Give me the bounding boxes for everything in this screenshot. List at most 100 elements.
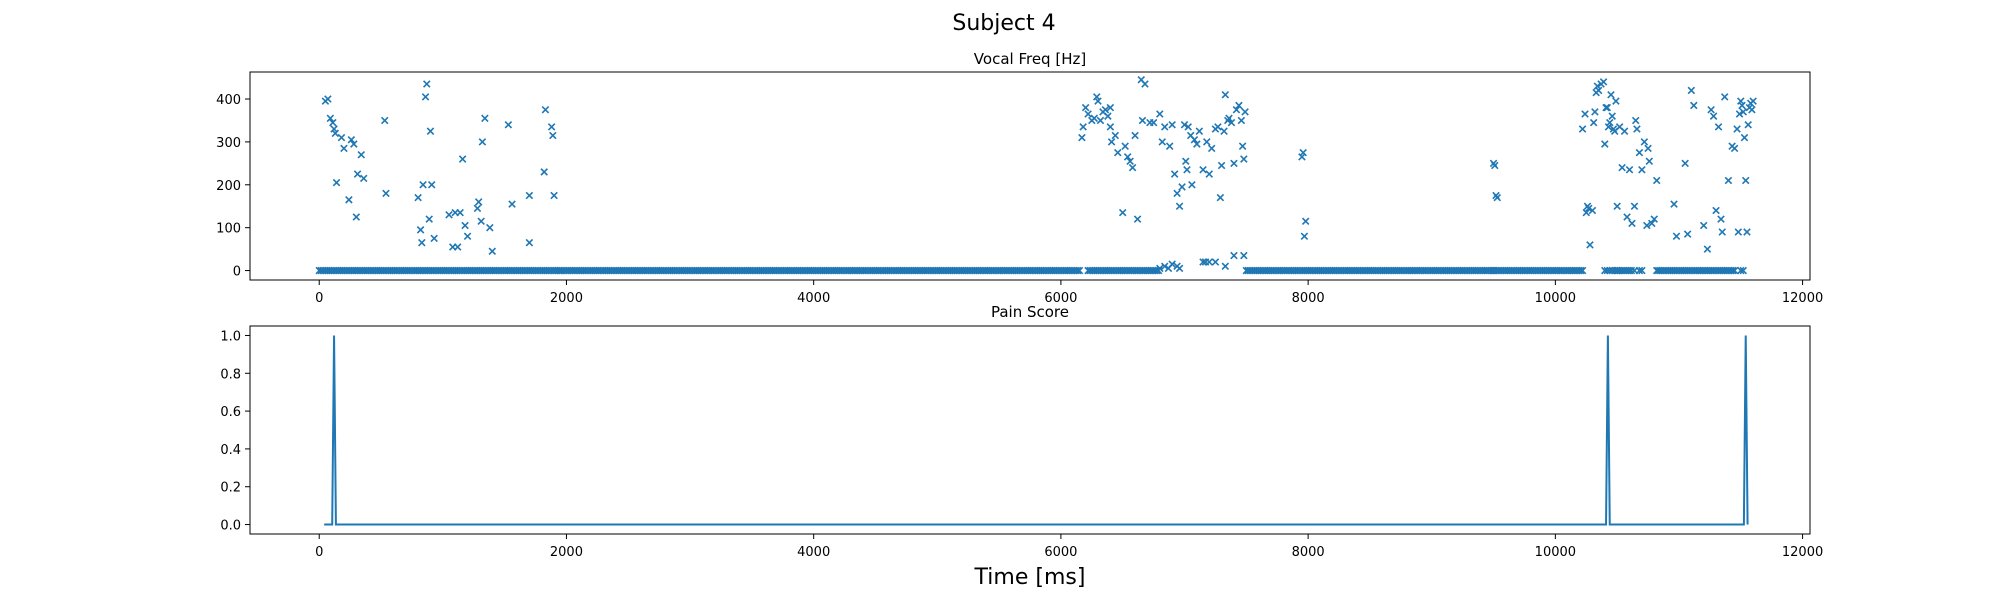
x-tick-label: 6000 (1044, 291, 1077, 306)
scatter-point (1645, 157, 1654, 165)
scatter-point (1648, 219, 1656, 228)
scatter-point (345, 196, 353, 204)
scatter-point (463, 232, 472, 241)
scatter-point (1175, 264, 1184, 273)
scatter-point (1221, 262, 1230, 271)
scatter-point (508, 200, 516, 208)
y-tick-label: 300 (216, 136, 241, 151)
scatter-point (1152, 266, 1161, 275)
scatter-point (1734, 228, 1743, 236)
scatter-point (380, 116, 389, 125)
scatter-point (1709, 112, 1718, 120)
x-tick-label: 0 (315, 291, 323, 306)
scatter-point (353, 170, 362, 178)
scatter-point (1582, 208, 1591, 217)
scatter-point (352, 213, 361, 221)
scatter-point (330, 125, 338, 133)
scatter-point (488, 247, 497, 256)
scatter-point (1631, 116, 1640, 125)
scatter-point (1730, 266, 1739, 275)
vocal-freq-panel: Vocal Freq [Hz]0 2000 4000 6000 8000 10000 120… (216, 50, 1823, 306)
scatter-point (1156, 110, 1164, 118)
scatter-point (1170, 170, 1179, 178)
scatter-point (1707, 105, 1715, 114)
scatter-point (430, 234, 438, 243)
scatter-point (1241, 108, 1249, 116)
scatter-point (1195, 127, 1204, 135)
scatter-point (1123, 153, 1132, 161)
scatter-point (1121, 142, 1129, 150)
scatter-point (337, 133, 346, 142)
scatter-point (1618, 163, 1626, 172)
scatter-point (1096, 116, 1105, 125)
scatter-point (1190, 135, 1199, 144)
scatter-point (1154, 266, 1163, 275)
scatter-point (1205, 258, 1214, 266)
scatter-point (1078, 133, 1086, 142)
scatter-point (474, 198, 483, 206)
scatter-point (1199, 166, 1207, 174)
scatter-point (1235, 101, 1243, 110)
scatter-point (1672, 232, 1681, 241)
scatter-point (1301, 217, 1310, 226)
scatter-point (547, 123, 556, 131)
scatter-point (1188, 181, 1196, 189)
scatter-point (1578, 266, 1587, 275)
scatter-point (1599, 78, 1608, 86)
x-tick-label: 2000 (550, 545, 583, 560)
scatter-point (1687, 86, 1696, 95)
x-tick-label: 12000 (1782, 291, 1823, 306)
scatter-point (324, 95, 332, 103)
scatter-point (331, 129, 340, 138)
panel-title: Vocal Freq [Hz] (974, 50, 1086, 68)
x-tick-label: 6000 (1044, 545, 1077, 560)
scatter-point (1712, 206, 1720, 215)
scatter-point (1627, 266, 1636, 275)
scatter-point (1730, 144, 1739, 153)
scatter-point (525, 191, 534, 200)
scatter-point (1602, 103, 1610, 112)
scatter-point (414, 193, 422, 202)
scatter-point (1720, 93, 1729, 101)
scatter-point (1106, 123, 1115, 131)
scatter-point (1160, 262, 1169, 271)
scatter-point (1225, 114, 1233, 123)
scatter-point (1114, 148, 1122, 157)
scatter-point (1106, 103, 1115, 112)
scatter-point (1211, 258, 1220, 266)
scatter-point (1092, 93, 1101, 101)
scatter-point (1491, 161, 1499, 170)
scatter-point (1227, 118, 1236, 127)
y-tick-label: 0.6 (220, 405, 241, 420)
scatter-point (1128, 163, 1137, 172)
scatter-point (1607, 90, 1615, 99)
scatter-point (1728, 266, 1737, 275)
scatter-point (1126, 157, 1134, 165)
series-0 (315, 75, 1757, 275)
scatter-point (1630, 202, 1639, 211)
scatter-point (1079, 123, 1087, 131)
scatter-point (357, 151, 366, 159)
scatter-point (1643, 221, 1651, 230)
scatter-point (1578, 125, 1587, 133)
scatter-point (540, 168, 548, 176)
scatter-point (1589, 118, 1598, 127)
x-tick-label: 8000 (1292, 545, 1325, 560)
pain-score-panel: Pain Score 0 2000 4000 6000 8000 10000 12000 0.0… (220, 303, 1823, 560)
scatter-point (326, 114, 335, 123)
y-tick-label: 0.8 (220, 367, 241, 382)
scatter-point (1111, 131, 1120, 140)
figure-title: Subject 4 (952, 11, 1055, 36)
scatter-point (1298, 153, 1306, 161)
scatter-point (1605, 118, 1614, 127)
series-1 (324, 335, 1749, 526)
scatter-point (359, 174, 368, 183)
scatter-point (1101, 105, 1110, 114)
scatter-point (1131, 131, 1139, 140)
scatter-point (1601, 140, 1609, 148)
scatter-point (1193, 140, 1201, 148)
scatter-point (426, 127, 435, 135)
scatter-point (418, 238, 426, 247)
scatter-point (1090, 114, 1099, 123)
